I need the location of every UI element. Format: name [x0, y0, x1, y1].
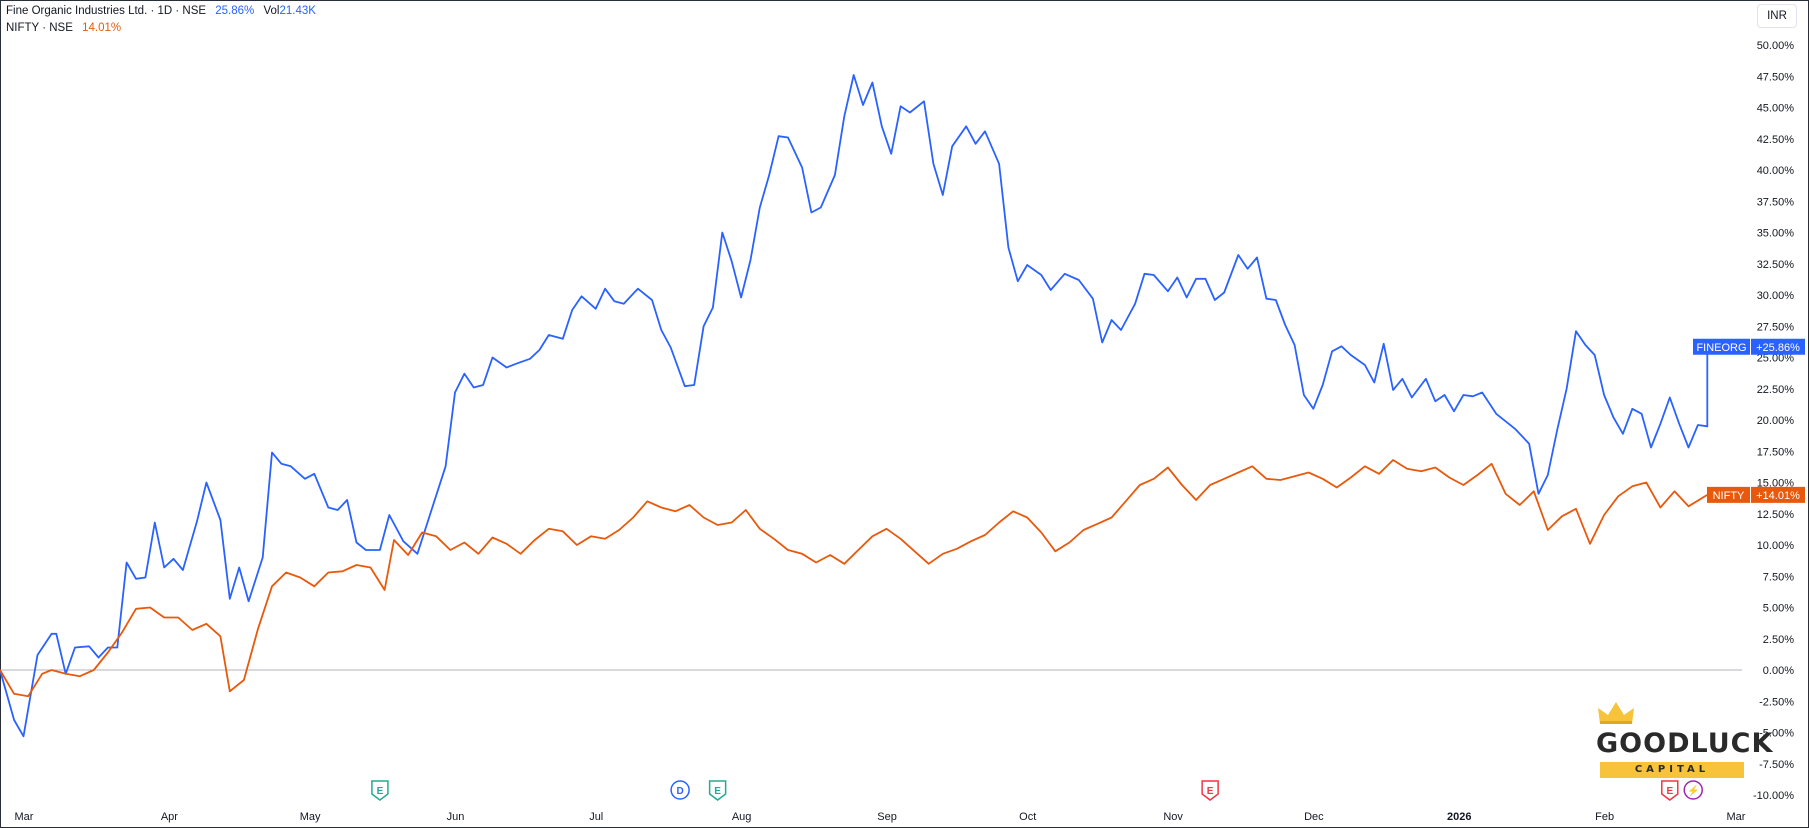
y-tick-label: 2.50% [1763, 634, 1794, 646]
y-tick-label: 22.50% [1757, 384, 1795, 396]
x-tick-label: Oct [1019, 811, 1036, 823]
event-markers[interactable]: E D E E E ⚡ [371, 780, 1703, 801]
x-tick-label: Dec [1304, 811, 1324, 823]
x-tick-label: Apr [161, 811, 178, 823]
x-tick-label: Feb [1595, 811, 1614, 823]
x-tick-label: Nov [1163, 811, 1183, 823]
y-tick-label: 40.00% [1757, 165, 1795, 177]
x-tick-label: Jul [589, 811, 603, 823]
x-tick-label: May [300, 811, 321, 823]
y-tick-label: -2.50% [1759, 696, 1794, 708]
event-marker[interactable]: ⚡ [1683, 780, 1703, 800]
y-tick-label: 5.00% [1763, 603, 1794, 615]
y-tick-label: 32.50% [1757, 259, 1795, 271]
y-tick-label: 0.00% [1763, 665, 1794, 677]
svg-text:E: E [377, 786, 384, 797]
svg-text:E: E [1666, 786, 1673, 797]
y-tick-label: 45.00% [1757, 103, 1795, 115]
x-axis[interactable]: Mar Apr May Jun Jul Aug Sep Oct Nov Dec 2026 Feb Mar [15, 811, 1746, 823]
svg-text:E: E [1207, 786, 1214, 797]
event-marker[interactable]: E [708, 780, 727, 801]
svg-text:E: E [714, 786, 721, 797]
legend-main-change: 25.86% [215, 5, 255, 17]
series-layer [0, 74, 1709, 738]
y-tick-label: 35.00% [1757, 228, 1795, 240]
series-name-tag [1707, 486, 1750, 503]
legend-vol-label: Vol [263, 5, 280, 17]
x-tick-label: Mar [1727, 811, 1746, 823]
svg-text:D: D [676, 786, 683, 797]
series-name-tag-label: NIFTY [1713, 490, 1745, 502]
y-tick-label: 30.00% [1757, 290, 1795, 302]
legend-main-symbol[interactable]: Fine Organic Industries Ltd. · 1D · NSE [6, 5, 207, 17]
price-tags: FINEORG +25.86% NIFTY +14.01% [1693, 338, 1805, 503]
series-line-nifty[interactable] [0, 459, 1708, 698]
y-axis[interactable]: 50.00% 47.50% 45.00% 42.50% 40.00% 37.50% 35.0… [1753, 40, 1794, 802]
legend-vol-value: 21.43K [279, 5, 316, 17]
x-tick-label: Aug [732, 811, 752, 823]
event-marker[interactable]: E [1661, 780, 1679, 801]
legend-main[interactable]: Fine Organic Industries Ltd. · 1D · NSE … [6, 5, 316, 17]
event-marker[interactable]: E [1201, 780, 1219, 801]
currency-button[interactable]: INR [1757, 4, 1797, 28]
crown-icon [1598, 702, 1634, 724]
y-tick-label: 15.00% [1757, 478, 1795, 490]
y-tick-label: 25.00% [1757, 353, 1795, 365]
x-tick-label: Jun [447, 811, 465, 823]
y-tick-label: -5.00% [1759, 728, 1794, 740]
series-value-tag-label: +14.01% [1756, 490, 1800, 502]
x-tick-label: Mar [15, 811, 34, 823]
y-tick-label: 7.50% [1763, 571, 1794, 583]
y-tick-label: 12.50% [1757, 509, 1795, 521]
y-tick-label: 17.50% [1757, 446, 1795, 458]
y-tick-label: 27.50% [1757, 321, 1795, 333]
legend-compare-symbol[interactable]: NIFTY · NSE [6, 22, 73, 34]
y-tick-label: 20.00% [1757, 415, 1795, 427]
series-value-tag [1751, 486, 1805, 503]
logo-word: GOODLUCK [1596, 728, 1774, 759]
legend-compare-change: 14.01% [82, 22, 122, 34]
series-line-fineorg[interactable] [0, 74, 1709, 738]
x-tick-label: 2026 [1447, 811, 1471, 823]
legend-compare[interactable]: NIFTY · NSE 14.01% [6, 22, 121, 34]
y-tick-label: 37.50% [1757, 196, 1795, 208]
logo-sub: CAPITAL [1600, 762, 1744, 778]
series-name-tag [1693, 338, 1750, 355]
series-name-tag-label: FINEORG [1696, 342, 1746, 354]
y-tick-label: 10.00% [1757, 540, 1795, 552]
y-tick-label: 42.50% [1757, 134, 1795, 146]
event-marker[interactable]: D [670, 780, 690, 800]
y-tick-label: 50.00% [1757, 40, 1795, 52]
event-marker[interactable]: E [371, 780, 389, 801]
series-value-tag-label: +25.86% [1756, 342, 1800, 354]
series-value-tag [1751, 338, 1805, 355]
y-tick-label: 47.50% [1757, 71, 1795, 83]
svg-text:⚡: ⚡ [1687, 784, 1699, 797]
x-tick-label: Sep [877, 811, 897, 823]
y-tick-label: -10.00% [1753, 790, 1794, 802]
y-tick-label: -7.50% [1759, 759, 1794, 771]
